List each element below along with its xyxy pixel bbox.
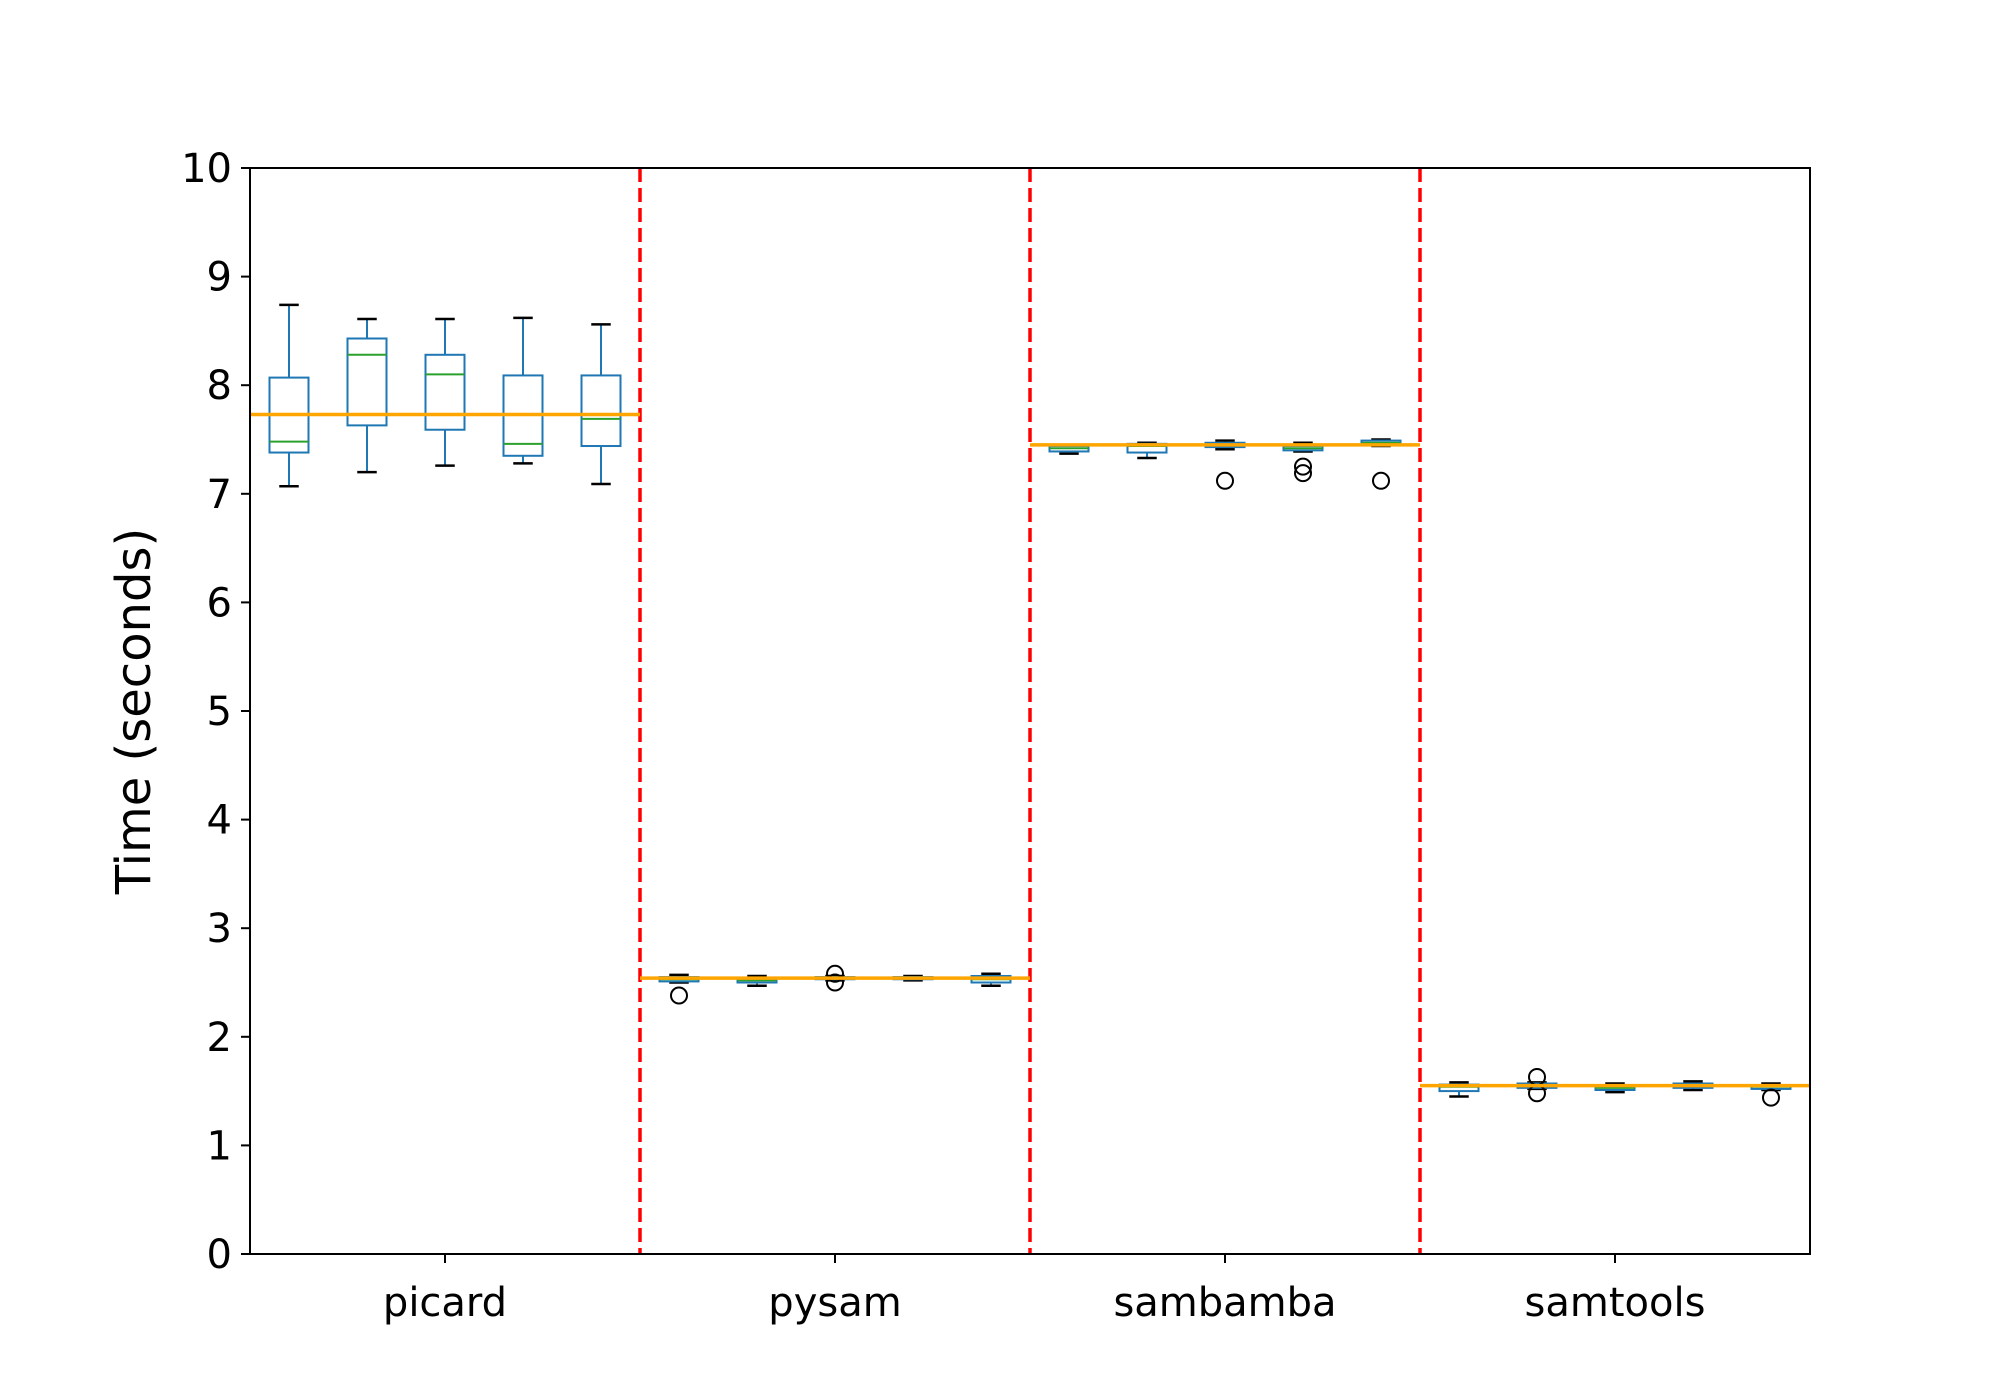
y-tick-label: 2 — [207, 1015, 232, 1061]
y-tick-label: 9 — [207, 255, 232, 301]
box-item — [736, 974, 778, 988]
box-item — [580, 323, 622, 486]
separator-layer — [638, 168, 1422, 1254]
outlier-point — [1216, 471, 1234, 490]
x-tick-label: samtools — [1525, 1280, 1706, 1326]
y-axis-title: Time (seconds) — [106, 528, 162, 895]
y-tick-label: 3 — [207, 906, 232, 952]
y-tick-label: 4 — [207, 798, 232, 844]
box-item — [424, 317, 466, 467]
outlier-point — [826, 973, 844, 992]
box-iqr — [346, 337, 388, 427]
x-tick-label: sambamba — [1113, 1280, 1336, 1326]
outlier-point — [1372, 471, 1390, 490]
x-tick-label: picard — [383, 1280, 507, 1326]
box-item — [346, 317, 388, 474]
y-tick-label: 8 — [207, 363, 232, 409]
outlier-point — [1294, 464, 1312, 483]
y-tick-label: 6 — [207, 580, 232, 626]
outlier-point — [1294, 457, 1312, 476]
box-iqr — [580, 374, 622, 448]
outlier-point — [1762, 1088, 1780, 1107]
y-tick-label: 7 — [207, 472, 232, 518]
box-item — [268, 303, 310, 488]
outlier-point — [826, 964, 844, 983]
x-tick-label: pysam — [768, 1280, 901, 1326]
outlier-point — [670, 986, 688, 1005]
box-iqr — [424, 353, 466, 431]
axis-layer: 0 1 2 3 4 5 6 7 8 9 10 picard pysam sambamba samtools — [181, 146, 1705, 1326]
mean-line-layer — [250, 412, 1810, 1088]
y-tick-label: 0 — [207, 1232, 232, 1278]
y-tick-label: 1 — [207, 1123, 232, 1169]
y-tick-label: 5 — [207, 689, 232, 735]
y-tick-label: 10 — [181, 146, 232, 192]
